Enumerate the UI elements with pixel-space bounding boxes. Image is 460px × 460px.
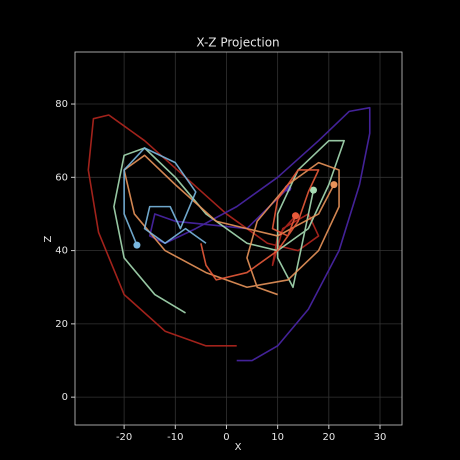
y-tick-label: 0	[62, 392, 68, 403]
x-tick-label: -10	[167, 432, 183, 443]
trajectory	[87, 114, 320, 347]
x-tick-label: 20	[322, 432, 335, 443]
plot-frame	[74, 51, 403, 426]
current-point	[133, 241, 141, 249]
y-tick-label: 40	[55, 246, 68, 257]
trajectory	[200, 169, 320, 281]
trajectory	[123, 154, 340, 296]
current-point	[309, 186, 317, 194]
trajectory	[123, 147, 207, 246]
x-tick-label: -20	[116, 432, 132, 443]
y-tick-label: 20	[55, 319, 68, 330]
x-tick-label: 10	[271, 432, 284, 443]
chart-title: X-Z Projection	[196, 36, 279, 50]
y-axis-label: Z	[43, 235, 54, 242]
trajectory	[148, 106, 371, 362]
y-tick-label: 80	[55, 99, 68, 110]
x-tick-label: 30	[374, 432, 387, 443]
current-point	[330, 181, 338, 189]
x-tick-label: 0	[223, 432, 229, 443]
x-axis-label: X	[235, 442, 242, 453]
y-tick-label: 60	[55, 172, 68, 183]
current-point	[292, 212, 300, 220]
